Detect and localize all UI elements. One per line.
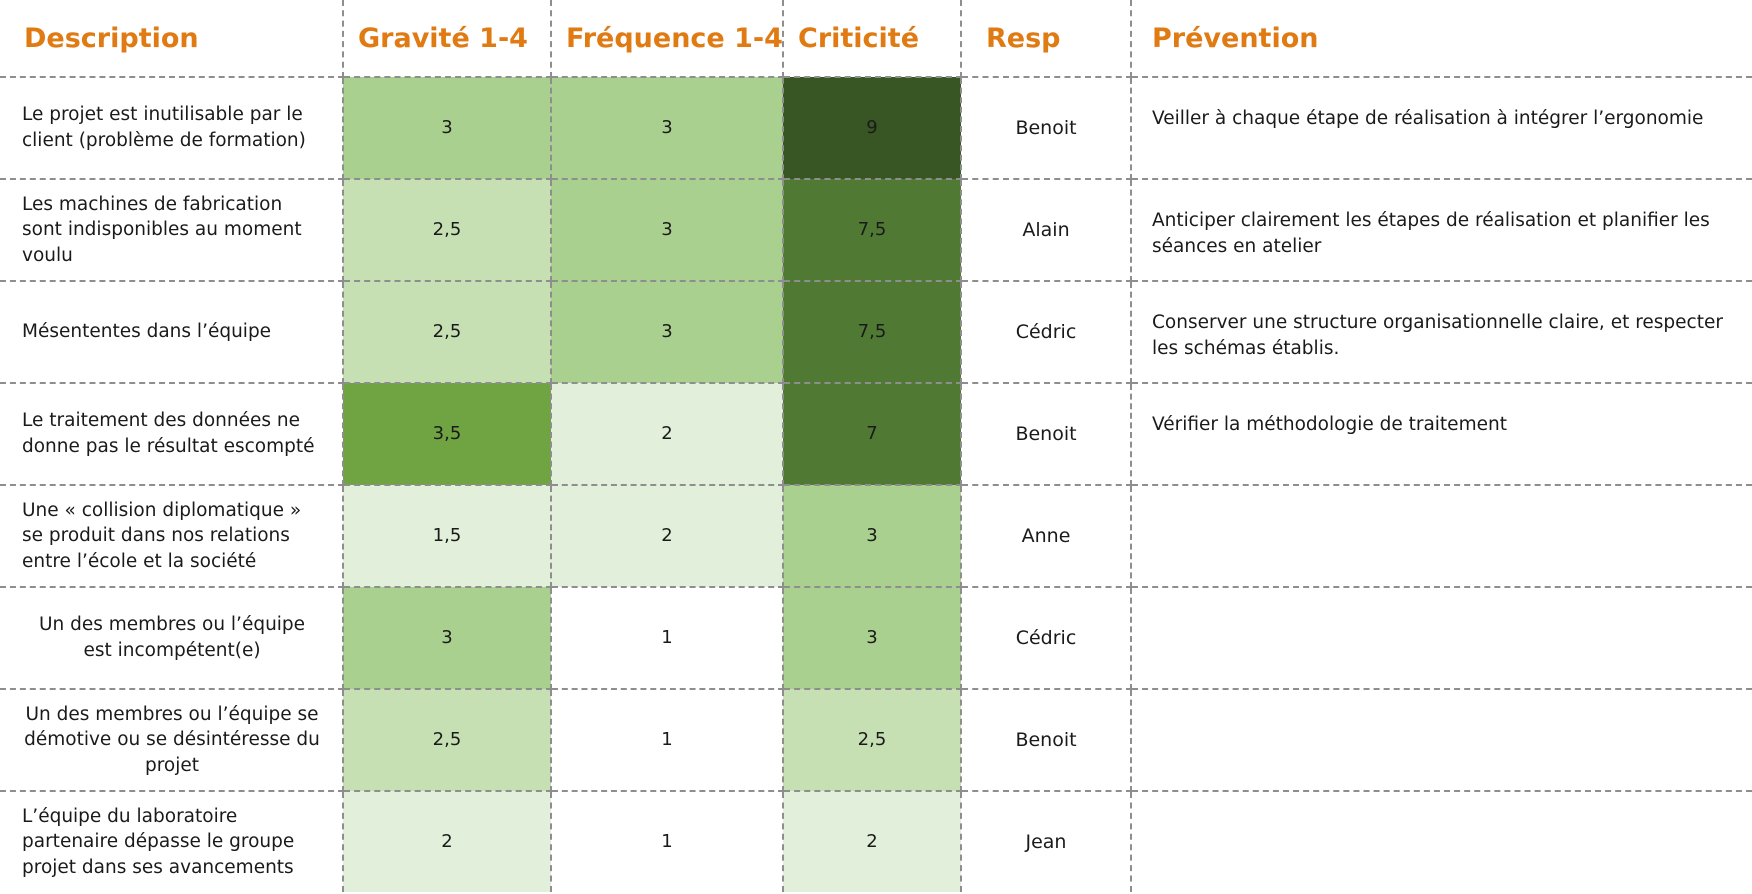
table-row: Un des membres ou l’équipe se démotive o…	[0, 689, 1752, 792]
criticite-cell: 2,5	[783, 689, 962, 792]
frequence-cell: 3	[551, 77, 784, 180]
table-row: Le traitement des données ne donne pas l…	[0, 383, 1752, 486]
risk-description: Mésententes dans l’équipe	[0, 281, 344, 384]
prevention-cell: Conserver une structure organisationnell…	[1131, 281, 1752, 384]
resp-cell: Cédric	[961, 281, 1132, 384]
prevention-text: Vérifier la méthodologie de traitement	[1152, 414, 1507, 435]
header-frequence: Fréquence 1-4	[551, 0, 784, 78]
header-prevention: Prévention	[1131, 0, 1752, 78]
prevention-cell	[1131, 791, 1752, 892]
risk-description: Un des membres ou l’équipe est incompéte…	[0, 587, 344, 690]
frequence-cell: 1	[551, 689, 784, 792]
prevention-text	[1152, 690, 1728, 718]
criticite-cell: 2	[783, 791, 962, 892]
prevention-cell: Anticiper clairement les étapes de réali…	[1131, 179, 1752, 282]
prevention-text: Conserver une structure organisationnell…	[1152, 312, 1723, 359]
risk-description: Les machines de fabrication sont indispo…	[0, 179, 344, 282]
table-row: Les machines de fabrication sont indispo…	[0, 179, 1752, 282]
risk-description: Le traitement des données ne donne pas l…	[0, 383, 344, 486]
gravite-cell: 2,5	[343, 179, 552, 282]
gravite-cell: 2	[343, 791, 552, 892]
resp-cell: Cédric	[961, 587, 1132, 690]
header-description: Description	[0, 0, 344, 78]
table-row: Une « collision diplomatique » se produi…	[0, 485, 1752, 588]
frequence-cell: 2	[551, 485, 784, 588]
header-criticite: Criticité	[783, 0, 962, 78]
gravite-cell: 3,5	[343, 383, 552, 486]
prevention-cell	[1131, 587, 1752, 690]
gravite-cell: 2,5	[343, 689, 552, 792]
prevention-text: Veiller à chaque étape de réalisation à …	[1152, 108, 1704, 129]
header-row: Description Gravité 1-4 Fréquence 1-4 Cr…	[0, 0, 1752, 78]
frequence-cell: 2	[551, 383, 784, 486]
resp-cell: Benoit	[961, 77, 1132, 180]
prevention-cell	[1131, 689, 1752, 792]
gravite-cell: 3	[343, 587, 552, 690]
risk-description: Le projet est inutilisable par le client…	[0, 77, 344, 180]
resp-cell: Benoit	[961, 689, 1132, 792]
gravite-cell: 1,5	[343, 485, 552, 588]
criticite-cell: 3	[783, 485, 962, 588]
table-row: Mésententes dans l’équipe 2,5 3 7,5 Cédr…	[0, 281, 1752, 384]
criticite-cell: 9	[783, 77, 962, 180]
frequence-cell: 1	[551, 587, 784, 690]
resp-cell: Alain	[961, 179, 1132, 282]
prevention-cell: Veiller à chaque étape de réalisation à …	[1131, 77, 1752, 180]
criticite-cell: 7,5	[783, 281, 962, 384]
resp-cell: Anne	[961, 485, 1132, 588]
table-row: Un des membres ou l’équipe est incompéte…	[0, 587, 1752, 690]
criticite-cell: 7,5	[783, 179, 962, 282]
prevention-text	[1152, 588, 1728, 616]
risk-description: Un des membres ou l’équipe se démotive o…	[0, 689, 344, 792]
resp-cell: Jean	[961, 791, 1132, 892]
risk-description: L’équipe du laboratoire partenaire dépas…	[0, 791, 344, 892]
header-resp: Resp	[961, 0, 1132, 78]
risk-description: Une « collision diplomatique » se produi…	[0, 485, 344, 588]
criticite-cell: 3	[783, 587, 962, 690]
prevention-text	[1152, 792, 1728, 820]
frequence-cell: 1	[551, 791, 784, 892]
gravite-cell: 3	[343, 77, 552, 180]
prevention-text	[1152, 486, 1728, 514]
frequence-cell: 3	[551, 179, 784, 282]
prevention-cell: Vérifier la méthodologie de traitement	[1131, 383, 1752, 486]
prevention-cell	[1131, 485, 1752, 588]
table-row: L’équipe du laboratoire partenaire dépas…	[0, 791, 1752, 892]
resp-cell: Benoit	[961, 383, 1132, 486]
prevention-text: Anticiper clairement les étapes de réali…	[1152, 210, 1710, 257]
criticite-cell: 7	[783, 383, 962, 486]
frequence-cell: 3	[551, 281, 784, 384]
gravite-cell: 2,5	[343, 281, 552, 384]
header-gravite: Gravité 1-4	[343, 0, 552, 78]
table-row: Le projet est inutilisable par le client…	[0, 77, 1752, 180]
